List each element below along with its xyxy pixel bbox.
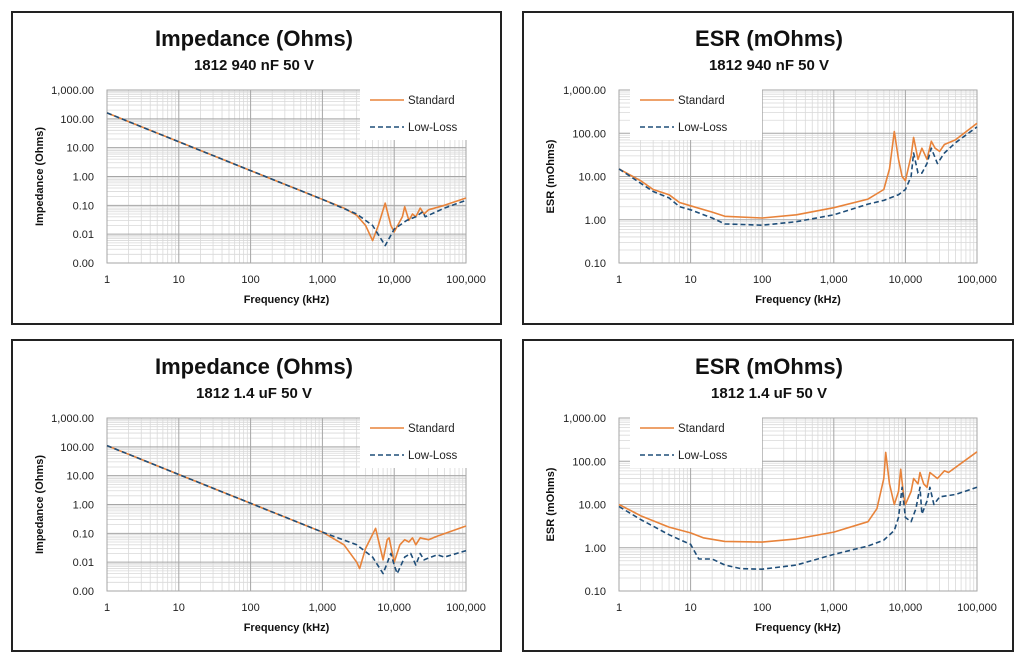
y-tick-label: 1.00 — [73, 500, 94, 512]
chart-svg: Impedance (Ohms) 1812 940 nF 50 V 1 10 100 1,… — [34, 26, 500, 306]
y-tick-label: 100.00 — [572, 456, 606, 468]
legend-label: Low-Loss — [678, 450, 727, 462]
y-axis-label: Impedance (Ohms) — [34, 127, 46, 226]
y-axis-label: Impedance (Ohms) — [34, 455, 46, 554]
y-tick-label: 10.00 — [66, 143, 94, 155]
y-tick-label: 0.10 — [585, 586, 606, 598]
plot-area — [618, 89, 978, 264]
x-tick-label: 10,000 — [377, 274, 411, 286]
legend-box — [630, 88, 762, 140]
y-tick-label: 100.00 — [60, 442, 94, 454]
x-tick-label: 1,000 — [820, 274, 848, 286]
grid — [106, 417, 467, 592]
y-tick-label: 0.00 — [73, 258, 94, 270]
legend-box — [360, 88, 500, 140]
x-tick-label: 100 — [753, 274, 771, 286]
legend-label: Standard — [678, 95, 725, 107]
x-tick-label: 1 — [616, 274, 622, 286]
y-tick-label: 100.00 — [60, 114, 94, 126]
series-line-standard — [618, 122, 978, 219]
x-tick-label: 1 — [104, 274, 110, 286]
y-axis-label: ESR (mOhms) — [545, 139, 557, 213]
plot-area — [106, 417, 467, 592]
series-line-low-loss — [106, 444, 467, 575]
chart-svg: ESR (mOhms) 1812 1.4 uF 50 V 1 10 100 1,000 10… — [545, 354, 997, 634]
y-tick-label: 1.00 — [585, 543, 606, 555]
chart-svg: Impedance (Ohms) 1812 1.4 uF 50 V 1 10 100 1,… — [34, 354, 500, 634]
y-tick-label: 1,000.00 — [51, 85, 94, 97]
series-line-low-loss — [106, 112, 467, 247]
x-tick-label: 10 — [173, 274, 185, 286]
x-axis-label: Frequency (kHz) — [244, 294, 330, 306]
chart-subtitle: 1812 940 nF 50 V — [194, 57, 314, 74]
x-tick-label: 10,000 — [889, 602, 923, 614]
y-tick-label: 0.10 — [73, 200, 94, 212]
y-tick-label: 1.00 — [585, 215, 606, 227]
x-tick-label: 100,000 — [446, 602, 486, 614]
chart-panel-impedance-1-4uf: Impedance (Ohms) 1812 1.4 uF 50 V 1 10 100 1,… — [11, 339, 502, 652]
x-tick-label: 10,000 — [377, 602, 411, 614]
y-tick-label: 1,000.00 — [563, 413, 606, 425]
chart-panel-esr-1-4uf: ESR (mOhms) 1812 1.4 uF 50 V 1 10 100 1,000 10… — [522, 339, 1014, 652]
y-tick-label: 10.00 — [66, 471, 94, 483]
legend-label: Low-Loss — [678, 122, 727, 134]
y-tick-label: 0.01 — [73, 557, 94, 569]
y-tick-label: 0.10 — [73, 528, 94, 540]
legend-box — [360, 416, 500, 468]
x-tick-label: 10 — [684, 602, 696, 614]
y-axis-label: ESR (mOhms) — [545, 467, 557, 541]
x-tick-label: 100 — [241, 602, 259, 614]
legend-label: Low-Loss — [408, 450, 457, 462]
x-tick-label: 10 — [173, 602, 185, 614]
x-tick-label: 1,000 — [309, 274, 337, 286]
x-tick-label: 100,000 — [446, 274, 486, 286]
series-line-standard — [106, 444, 467, 570]
series-line-low-loss — [618, 486, 978, 570]
y-tick-label: 1,000.00 — [51, 413, 94, 425]
chart-subtitle: 1812 940 nF 50 V — [709, 57, 829, 74]
series-line-standard — [618, 451, 978, 543]
x-tick-label: 10,000 — [889, 274, 923, 286]
y-tick-label: 1,000.00 — [563, 85, 606, 97]
x-tick-label: 1 — [104, 602, 110, 614]
x-tick-label: 100 — [753, 602, 771, 614]
y-tick-label: 10.00 — [578, 172, 606, 184]
chart-panel-impedance-940nf: Impedance (Ohms) 1812 940 nF 50 V 1 10 100 1,… — [11, 11, 502, 325]
x-tick-label: 1,000 — [309, 602, 337, 614]
x-axis-label: Frequency (kHz) — [244, 622, 330, 634]
x-tick-label: 100,000 — [957, 274, 997, 286]
x-tick-label: 100 — [241, 274, 259, 286]
legend-label: Standard — [408, 95, 455, 107]
x-tick-label: 1 — [616, 602, 622, 614]
legend-label: Low-Loss — [408, 122, 457, 134]
x-tick-label: 10 — [684, 274, 696, 286]
x-tick-label: 100,000 — [957, 602, 997, 614]
x-axis-label: Frequency (kHz) — [755, 294, 841, 306]
chart-title: ESR (mOhms) — [695, 354, 843, 379]
y-tick-label: 100.00 — [572, 128, 606, 140]
legend-box — [630, 416, 762, 468]
chart-svg: ESR (mOhms) 1812 940 nF 50 V 1 10 100 1,000 10… — [545, 26, 997, 306]
chart-title: Impedance (Ohms) — [155, 354, 353, 379]
x-tick-label: 1,000 — [820, 602, 848, 614]
chart-title: ESR (mOhms) — [695, 26, 843, 51]
y-tick-label: 1.00 — [73, 172, 94, 184]
x-axis-label: Frequency (kHz) — [755, 622, 841, 634]
chart-subtitle: 1812 1.4 uF 50 V — [196, 385, 312, 402]
legend-label: Standard — [408, 423, 455, 435]
y-tick-label: 0.01 — [73, 229, 94, 241]
series-line-low-loss — [618, 126, 978, 226]
chart-title: Impedance (Ohms) — [155, 26, 353, 51]
y-tick-label: 0.00 — [73, 586, 94, 598]
y-tick-label: 10.00 — [578, 500, 606, 512]
y-tick-label: 0.10 — [585, 258, 606, 270]
chart-subtitle: 1812 1.4 uF 50 V — [711, 385, 827, 402]
legend-label: Standard — [678, 423, 725, 435]
chart-panel-esr-940nf: ESR (mOhms) 1812 940 nF 50 V 1 10 100 1,000 10… — [522, 11, 1014, 325]
plot-area — [106, 89, 467, 264]
